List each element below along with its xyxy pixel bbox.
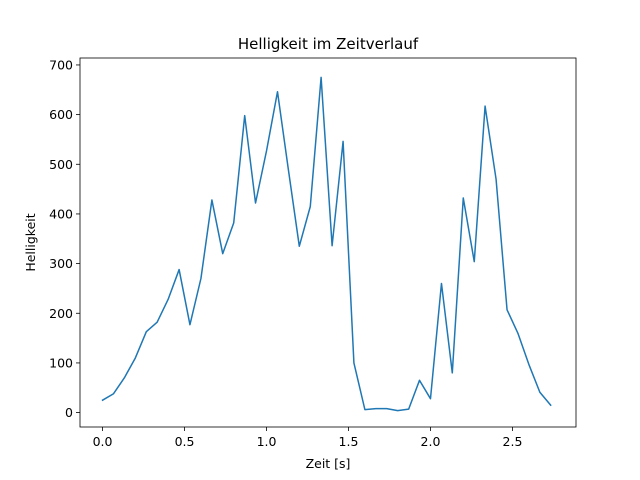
y-tick-label: 700 [49, 57, 73, 72]
x-tick-label: 0.0 [93, 434, 113, 449]
chart-title: Helligkeit im Zeitverlauf [238, 35, 419, 53]
y-tick-label: 600 [49, 107, 73, 122]
plot-frame [79, 57, 577, 428]
x-axis-ticks: 0.0 0.5 1.0 1.5 2.0 2.5 [93, 427, 523, 449]
y-tick-label: 500 [49, 157, 73, 172]
y-tick-label: 200 [49, 306, 73, 321]
y-tick-label: 100 [49, 355, 73, 370]
y-axis-ticks: 0 100 200 300 400 500 600 700 [49, 57, 80, 420]
x-axis-label: Zeit [s] [306, 456, 351, 471]
series-line [101, 76, 552, 412]
x-tick-label: 2.5 [503, 434, 523, 449]
y-tick-label: 400 [49, 206, 73, 221]
y-axis-label: Helligkeit [23, 213, 38, 271]
x-tick-label: 0.5 [175, 434, 195, 449]
x-tick-label: 2.0 [421, 434, 441, 449]
x-tick-label: 1.0 [257, 434, 277, 449]
plot-area-background [80, 58, 576, 427]
y-tick-label: 0 [65, 405, 73, 420]
x-tick-label: 1.5 [339, 434, 359, 449]
y-tick-label: 300 [49, 256, 73, 271]
